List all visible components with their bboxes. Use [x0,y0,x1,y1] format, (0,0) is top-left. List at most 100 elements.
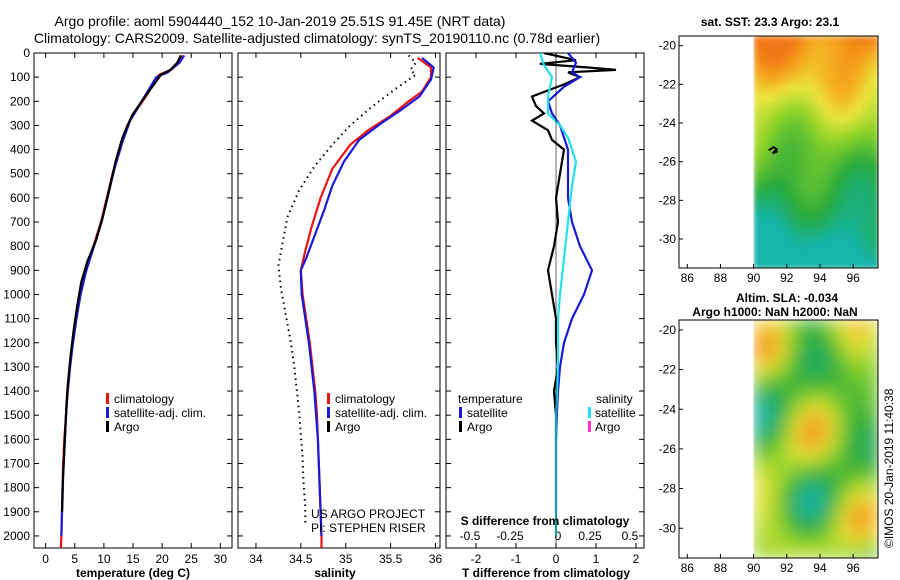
map-cell [784,429,794,440]
map-cell [776,429,786,440]
map-cell [815,258,825,268]
map-cell [870,219,878,231]
map-cell [769,439,778,450]
map-cell [753,379,763,391]
map-cell [753,103,763,115]
map-cell [815,36,825,47]
series-line [60,54,182,512]
map-cell [776,468,786,480]
map-cell [808,113,817,124]
map-cell [846,36,856,47]
map-cell [839,548,848,558]
map-cell [870,498,878,510]
map-cell [784,161,794,173]
y-tick-label: 0 [23,46,30,60]
difference-salinity-legend: salinity satellite Argo [588,392,636,434]
map-cell [815,548,825,558]
map-cell [776,409,786,421]
map-cell [839,498,848,510]
map-cell [846,329,856,341]
map-cell [761,389,771,401]
map-cell [753,84,763,95]
map-cell [800,229,810,240]
map-cell [784,142,794,153]
map-cell [784,248,794,260]
map-cell [854,36,864,47]
map-cell [792,389,802,401]
map-cell [862,468,872,480]
map-blank-area [751,320,754,558]
map-cell [862,329,872,341]
map-cell [753,399,763,411]
map-cell [808,219,817,231]
map-cell [808,94,817,105]
map-cell [823,439,833,450]
map-cell [839,419,848,431]
map-cell [854,258,864,268]
map-cell [815,369,825,381]
map-cell [800,103,810,115]
map-cell [831,488,841,500]
map-cell [808,538,817,550]
map-cell [839,248,848,260]
map-cell [761,548,771,558]
axis-ticks: 0 5 10 15 20 25 300100200300400500600700800900… [3,46,644,566]
map-cell [753,409,763,421]
map-cell [761,45,771,57]
map-cell [862,94,872,105]
map-cell [870,142,878,153]
map-cell [808,518,817,530]
map-cell [823,103,833,115]
y-tick-label: 1600 [3,432,30,446]
map-cell [769,74,778,86]
map-cell [784,132,794,144]
map-cell [753,369,763,381]
map-cell [854,429,864,440]
map-cell [854,548,864,558]
legend-title-temperature: temperature [458,392,523,406]
map-cell [776,458,786,470]
map-cell [854,359,864,371]
argo-position-marker [768,146,779,155]
map-cell [823,55,833,66]
map-cell [769,258,778,268]
map-cell [846,152,856,163]
map-cell [800,152,810,163]
map-cell [823,409,833,421]
map-cell [800,181,810,192]
legend-label-satellite: satellite-adj. clim. [335,406,427,420]
map-cell [808,419,817,431]
map-cell [870,181,878,192]
map-cell [792,448,802,460]
map-cell [846,161,856,173]
map-cell [862,113,872,124]
y-tick-label: 100 [10,70,30,84]
temperature-xlabel: temperature (deg C) [76,566,190,580]
map-cell [823,190,833,202]
map-cell [846,45,856,57]
y-tick-label: 1700 [3,456,30,470]
map-cell [854,55,864,66]
map-cell [815,329,825,341]
imos-credit: ©IMOS 20-Jan-2019 11:40:38 [882,388,896,548]
map-cell [776,152,786,163]
map-cell [769,488,778,500]
map-cell [839,258,848,268]
map-cell [815,379,825,391]
map-cell [831,339,841,351]
legend-label-argo: Argo [335,420,361,434]
map-cell [753,239,763,250]
map-cell [769,448,778,460]
map-cell [753,94,763,105]
map-cell [808,210,817,221]
map-cell [831,45,841,57]
map-y-tick-label: -28 [659,482,677,496]
map-cell [792,219,802,231]
map-cell [862,45,872,57]
map-cell [815,103,825,115]
y-tick-label: 1200 [3,336,30,350]
map-cell [823,65,833,76]
x-tick-label: 30 [214,552,228,566]
map-cell [823,210,833,221]
map-cell [831,65,841,76]
